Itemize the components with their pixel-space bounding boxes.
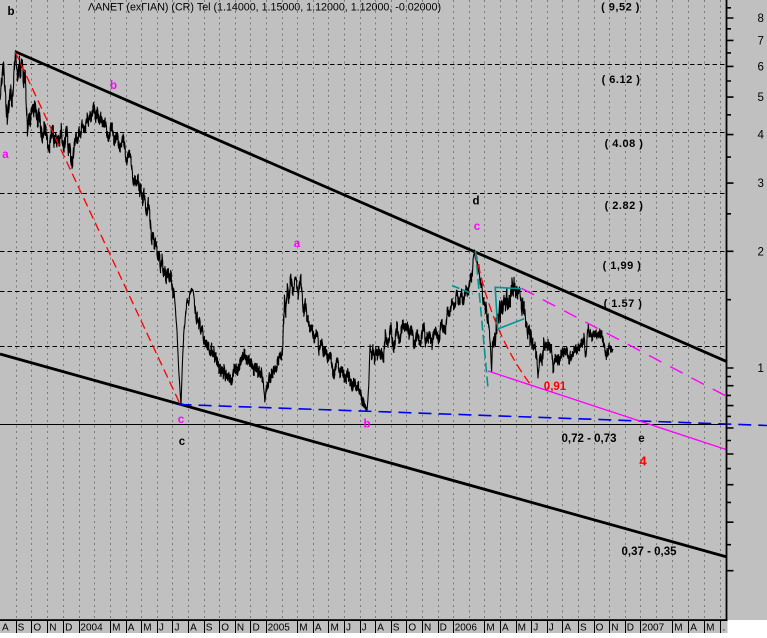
svg-text:4: 4 — [758, 130, 765, 142]
svg-text:J: J — [346, 623, 351, 634]
svg-text:2005: 2005 — [268, 623, 291, 634]
svg-text:A: A — [564, 623, 571, 634]
svg-text:S: S — [18, 623, 25, 634]
svg-text:0,37 - 0,35: 0,37 - 0,35 — [622, 546, 678, 558]
svg-text:a: a — [294, 238, 301, 250]
svg-text:b: b — [110, 80, 117, 92]
svg-text:J: J — [549, 623, 554, 634]
svg-text:( 1.57 ): ( 1.57 ) — [604, 298, 643, 310]
svg-text:M: M — [331, 623, 339, 634]
svg-text:2: 2 — [758, 246, 764, 258]
svg-text:M: M — [112, 623, 120, 634]
svg-text:A: A — [190, 623, 197, 634]
svg-text:O: O — [33, 623, 41, 634]
svg-text:6: 6 — [758, 61, 764, 73]
svg-text:c: c — [179, 436, 186, 448]
svg-text:A: A — [502, 623, 509, 634]
svg-text:N: N — [49, 623, 56, 634]
svg-text:O: O — [221, 623, 229, 634]
svg-text:7: 7 — [758, 35, 764, 47]
svg-text:M: M — [518, 623, 526, 634]
svg-text:3: 3 — [758, 178, 764, 190]
svg-text:O: O — [408, 623, 416, 634]
svg-text:M: M — [706, 623, 714, 634]
svg-text:N: N — [611, 623, 618, 634]
svg-text:1: 1 — [758, 363, 764, 375]
svg-text:J: J — [362, 623, 367, 634]
svg-text:J: J — [159, 623, 164, 634]
svg-text:S: S — [580, 623, 587, 634]
svg-text:2004: 2004 — [80, 623, 103, 634]
svg-text:( 1,99 ): ( 1,99 ) — [603, 260, 642, 272]
svg-text:0,72 - 0,73: 0,72 - 0,73 — [562, 433, 617, 445]
svg-text:b: b — [363, 419, 370, 431]
svg-text:d: d — [472, 196, 479, 208]
svg-text:c: c — [474, 221, 481, 233]
svg-text:M: M — [486, 623, 494, 634]
svg-text:A: A — [690, 623, 697, 634]
svg-text:A: A — [2, 623, 9, 634]
svg-text:M: M — [674, 623, 682, 634]
svg-text:0,91: 0,91 — [544, 381, 567, 393]
svg-text:ΛΑΝΕΤ (exΓΙΑΝ) (CR) Tel (1.140: ΛΑΝΕΤ (exΓΙΑΝ) (CR) Tel (1.14000, 1.1500… — [88, 2, 441, 14]
svg-text:( 6.12 ): ( 6.12 ) — [602, 74, 641, 86]
svg-text:c: c — [178, 414, 185, 426]
svg-text:( 9,52 ): ( 9,52 ) — [601, 2, 640, 14]
svg-text:( 4.08 ): ( 4.08 ) — [605, 138, 644, 150]
svg-text:D: D — [65, 623, 72, 634]
svg-text:D: D — [253, 623, 260, 634]
svg-text:.: . — [723, 623, 726, 634]
svg-text:J: J — [175, 623, 180, 634]
svg-text:J: J — [533, 623, 538, 634]
svg-text:S: S — [206, 623, 213, 634]
svg-text:S: S — [393, 623, 400, 634]
svg-text:N: N — [237, 623, 244, 634]
svg-text:A: A — [377, 623, 384, 634]
svg-text:N: N — [424, 623, 431, 634]
svg-text:5: 5 — [758, 92, 764, 104]
svg-text:2007: 2007 — [642, 623, 665, 634]
svg-text:M: M — [143, 623, 151, 634]
svg-text:D: D — [440, 623, 447, 634]
svg-text:2006: 2006 — [455, 623, 478, 634]
svg-text:( 2.82 ): ( 2.82 ) — [605, 200, 644, 212]
svg-text:a: a — [2, 149, 9, 161]
svg-text:8: 8 — [758, 13, 764, 25]
svg-text:O: O — [596, 623, 604, 634]
svg-text:4: 4 — [639, 454, 647, 469]
svg-text:A: A — [315, 623, 322, 634]
svg-text:b: b — [7, 6, 14, 18]
svg-text:e: e — [638, 433, 644, 445]
svg-text:M: M — [299, 623, 307, 634]
svg-text:A: A — [128, 623, 135, 634]
svg-text:D: D — [627, 623, 634, 634]
